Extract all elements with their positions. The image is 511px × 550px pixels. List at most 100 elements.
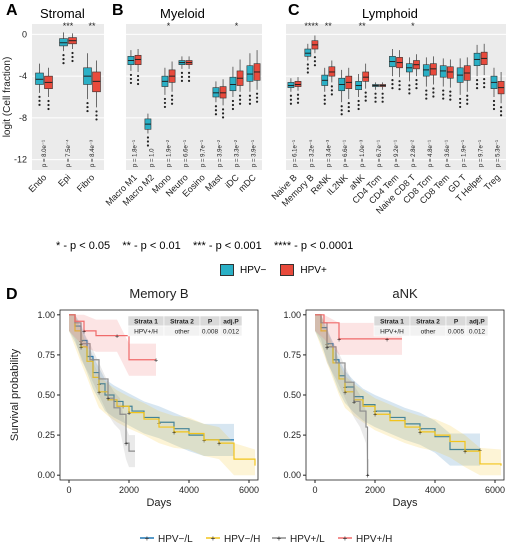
outlier-point [442, 93, 445, 96]
outlier-point [432, 95, 435, 98]
outlier-point [231, 99, 235, 103]
legend-label: HPV+/L [290, 534, 325, 545]
outlier-point [238, 98, 242, 101]
outlier-point [364, 99, 367, 102]
outlier-point [466, 102, 469, 105]
y-tick-label: 0.25 [37, 430, 55, 440]
outlier-point [442, 89, 445, 92]
legend-label: HPV−/L [158, 534, 193, 545]
outlier-point [221, 108, 225, 111]
p-value-label: p = 8.4e⁻³ [90, 140, 96, 167]
survival-curve [315, 314, 502, 466]
outlier-point [95, 118, 98, 121]
p-value-label: p = 4.8e⁻¹ [428, 140, 434, 167]
y-tick-label: 0.25 [283, 430, 301, 440]
x-tick-label: 2000 [119, 485, 139, 495]
outlier-point [364, 91, 367, 94]
censor-mark: + [373, 412, 377, 419]
outlier-point [340, 105, 343, 108]
y-tick-label: 0.50 [283, 390, 301, 400]
outlier-point [398, 88, 401, 91]
outlier-point [296, 97, 300, 100]
box [287, 82, 295, 88]
x-tick-label: Fibro [75, 172, 97, 194]
panel-c-label: C [288, 2, 300, 19]
outlier-point [330, 89, 333, 92]
box [362, 71, 370, 82]
boxplots: logit (Cell fraction) 0 -4 -8 -12 p = 8.0e⁻¹ E… [2, 21, 506, 216]
p-value-label: p = 6.6e⁻¹ [343, 140, 349, 167]
table-header: Strata 2 [170, 319, 194, 326]
outlier-point [415, 83, 418, 86]
outlier-point [499, 114, 503, 117]
km-title: aNK [392, 286, 418, 301]
x-tick-label: 6000 [485, 485, 505, 495]
p-value-label: p = 3.9e⁻¹ [252, 140, 258, 167]
outlier-point [306, 63, 309, 66]
box [246, 65, 254, 82]
panel-b-label: B [112, 2, 124, 19]
outlier-point [38, 103, 41, 106]
box [92, 71, 101, 93]
outlier-point [289, 94, 293, 97]
x-tick-label: 0 [66, 485, 71, 495]
censor-mark: + [79, 342, 83, 349]
outlier-point [364, 95, 367, 98]
outlier-point [62, 62, 65, 65]
table-header: Strata 1 [380, 319, 404, 326]
outlier-point [415, 79, 418, 82]
outlier-point [221, 112, 225, 115]
table-value: 0.008 [202, 329, 219, 336]
p-value-label: p = 9.7e⁻¹ [201, 140, 207, 167]
y-tick-label: -8 [19, 113, 27, 123]
outlier-point [313, 60, 317, 63]
outlier-point [47, 107, 50, 111]
plot-panel [32, 24, 104, 170]
confidence-band [315, 314, 480, 466]
x-tick-label: mDC [236, 172, 258, 194]
km-panel [59, 309, 259, 481]
box [430, 63, 437, 76]
censor-mark: + [343, 390, 347, 397]
x-tick-label: Endo [26, 172, 48, 194]
outlier-point [248, 102, 252, 105]
table-header: adj.P [223, 319, 239, 326]
p-value-label: p = 3.3e⁻² [235, 140, 241, 167]
significance-legend: * - p < 0.05 ** - p < 0.01 *** - p < 0.0… [56, 240, 354, 252]
censor-mark: + [172, 430, 176, 437]
y-tick-label: 0.75 [37, 350, 55, 360]
p-value-label: p = 3.9e⁻² [218, 140, 224, 167]
censor-mark: + [418, 430, 422, 437]
table-header: P [454, 319, 459, 326]
censor-mark: + [217, 441, 221, 448]
survival-curve [69, 314, 135, 452]
p-value-label: p = 1.8e⁻¹ [133, 140, 139, 167]
censor-mark: + [82, 329, 86, 336]
outlier-point [398, 80, 401, 83]
outlier-point [459, 105, 462, 109]
outlier-point [391, 79, 394, 82]
table-value: 0.005 [448, 329, 465, 336]
y-tick-label: 0.75 [283, 350, 301, 360]
significance-stars: *** [63, 21, 74, 31]
outlier-point [357, 107, 360, 111]
hpv-neg-swatch [220, 264, 234, 276]
outlier-point [47, 99, 50, 103]
outlier-point [330, 93, 333, 96]
table-header: Strata 2 [416, 319, 440, 326]
outlier-point [499, 110, 503, 113]
outlier-point [248, 94, 252, 97]
x-axis-label: Days [146, 497, 172, 509]
outlier-point [340, 109, 343, 112]
legend-label: HPV+/H [356, 534, 392, 545]
p-value-label: p = 7.5e⁻⁴ [65, 139, 72, 167]
outlier-point [136, 78, 140, 82]
outlier-point [296, 93, 300, 96]
censor-mark: + [325, 345, 329, 352]
outlier-point [347, 101, 350, 105]
survival-curve [69, 314, 234, 441]
censor-mark: + [154, 358, 158, 365]
outlier-point [62, 58, 65, 61]
censor-mark: + [202, 438, 206, 445]
